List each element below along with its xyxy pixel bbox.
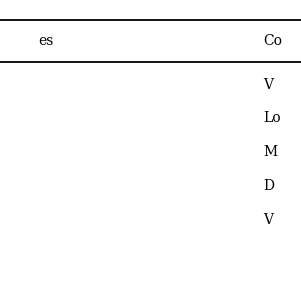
Text: V: V — [263, 78, 273, 92]
Text: Lo: Lo — [263, 111, 281, 125]
Text: D: D — [263, 179, 274, 193]
Text: M: M — [263, 145, 277, 159]
Text: es: es — [38, 34, 53, 48]
Text: Co: Co — [263, 34, 282, 48]
Text: V: V — [263, 213, 273, 227]
